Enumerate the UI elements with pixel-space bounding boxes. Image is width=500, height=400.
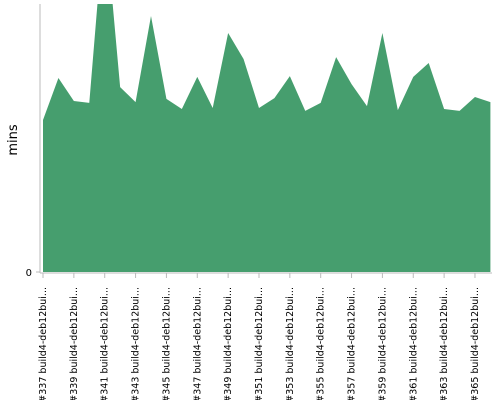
x-tick-label: #343 build4-deb12bui... xyxy=(131,287,142,400)
x-tick-label: #339 build4-deb12bui... xyxy=(69,287,80,400)
x-tick-label: #355 build4-deb12bui... xyxy=(316,287,327,400)
x-tick-label: #361 build4-deb12bui... xyxy=(408,287,419,400)
x-tick-label: #353 build4-deb12bui... xyxy=(285,287,296,400)
x-tick-label: #365 build4-deb12bui... xyxy=(470,287,481,400)
x-tick-label: #363 build4-deb12bui... xyxy=(439,287,450,400)
area xyxy=(43,4,491,272)
x-tick-label: #357 build4-deb12bui... xyxy=(347,287,358,400)
y-tick-label: 0 xyxy=(26,268,32,279)
x-tick-label: #349 build4-deb12bui... xyxy=(223,287,234,400)
x-tick-label: #341 build4-deb12bui... xyxy=(100,287,111,400)
x-tick-label: #337 build4-deb12bui... xyxy=(38,287,49,400)
y-axis-label: mins xyxy=(6,124,21,156)
x-tick-label: #347 build4-deb12bui... xyxy=(192,287,203,400)
x-tick-label: #351 build4-deb12bui... xyxy=(254,287,265,400)
x-tick-label: #359 build4-deb12bui... xyxy=(377,287,388,400)
x-tick-label: #345 build4-deb12bui... xyxy=(161,287,172,400)
